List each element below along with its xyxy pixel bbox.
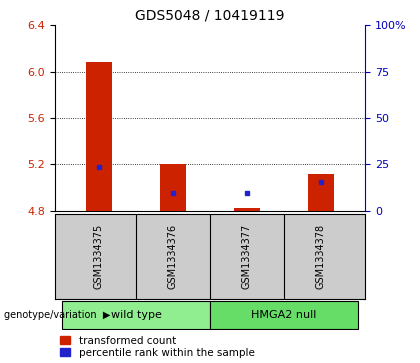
Text: GSM1334375: GSM1334375 [94, 224, 104, 289]
Bar [308, 174, 334, 211]
Text: GSM1334376: GSM1334376 [168, 224, 178, 289]
FancyBboxPatch shape [210, 301, 358, 329]
Text: wild type: wild type [110, 310, 161, 320]
FancyBboxPatch shape [62, 301, 210, 329]
Text: genotype/variation  ▶: genotype/variation ▶ [4, 310, 110, 320]
Text: GSM1334378: GSM1334378 [316, 224, 326, 289]
Bar [86, 62, 112, 211]
Bar [234, 208, 260, 211]
Title: GDS5048 / 10419119: GDS5048 / 10419119 [135, 9, 285, 23]
Text: HMGA2 null: HMGA2 null [251, 310, 317, 320]
Legend: transformed count, percentile rank within the sample: transformed count, percentile rank withi… [60, 336, 255, 358]
Bar [160, 164, 186, 211]
Text: GSM1334377: GSM1334377 [242, 224, 252, 289]
